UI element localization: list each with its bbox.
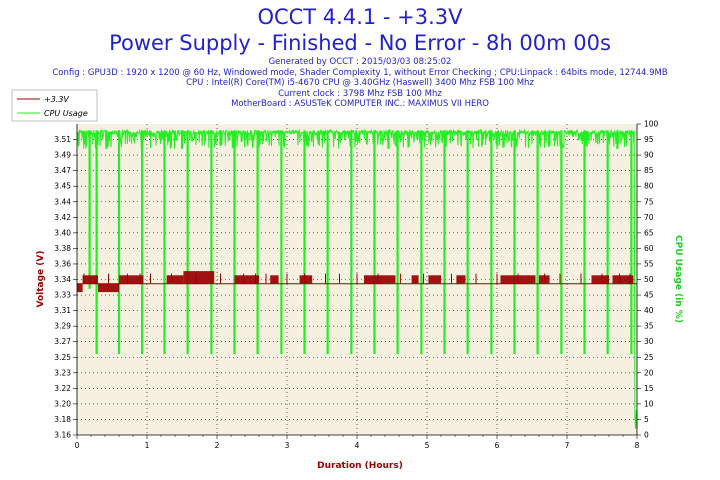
x-tick-label: 8 xyxy=(635,441,640,450)
y2-tick-label: 40 xyxy=(644,306,654,315)
y-tick-label: 3.38 xyxy=(54,244,71,253)
y-tick-label: 3.18 xyxy=(54,415,71,424)
y2-tick-label: 30 xyxy=(644,337,654,346)
chart-title: OCCT 4.4.1 - +3.3V xyxy=(257,5,463,29)
y-tick-label: 3.31 xyxy=(54,306,71,315)
voltage-block xyxy=(411,275,419,284)
generated-line: Generated by OCCT : 2015/03/03 08:25:02 xyxy=(268,57,452,67)
config-line: Config : GPU3D : 1920 x 1200 @ 60 Hz, Wi… xyxy=(52,67,668,78)
y2-tick-label: 85 xyxy=(644,166,654,175)
voltage-block xyxy=(234,275,259,284)
y-tick-label: 3.47 xyxy=(54,166,71,175)
y-tick-label: 3.51 xyxy=(54,135,71,144)
y-tick-label: 3.34 xyxy=(54,275,71,284)
y2-tick-label: 75 xyxy=(644,197,654,206)
y2-tick-label: 80 xyxy=(644,182,654,191)
x-tick-label: 2 xyxy=(215,441,220,450)
y2-tick-label: 95 xyxy=(644,135,654,144)
y2-tick-label: 20 xyxy=(644,368,654,377)
y-tick-label: 3.27 xyxy=(54,337,71,346)
y-axis-label: Voltage (V) xyxy=(36,251,46,308)
y-tick-label: 3.22 xyxy=(54,384,71,393)
y2-tick-label: 90 xyxy=(644,151,654,160)
voltage-block xyxy=(299,275,313,284)
voltage-block xyxy=(77,283,83,293)
voltage-block xyxy=(119,275,144,284)
legend-box xyxy=(11,89,98,122)
y2-tick-label: 55 xyxy=(644,259,654,268)
y-tick-label: 3.45 xyxy=(54,182,71,191)
voltage-series xyxy=(77,271,637,293)
voltage-block xyxy=(428,275,441,284)
voltage-block xyxy=(270,275,279,284)
y-tick-label: 3.23 xyxy=(54,368,71,377)
y2-tick-label: 35 xyxy=(644,322,654,331)
y2-tick-label: 45 xyxy=(644,291,654,300)
voltage-block xyxy=(612,275,634,284)
voltage-block xyxy=(166,275,184,284)
y2-tick-label: 100 xyxy=(644,120,659,129)
x-axis-label: Duration (Hours) xyxy=(317,461,403,471)
chart-subtitle: Power Supply - Finished - No Error - 8h … xyxy=(109,31,611,55)
y2-tick-label: 25 xyxy=(644,353,654,362)
cpu-usage-line xyxy=(76,128,638,429)
voltage-block xyxy=(591,275,609,284)
y2-tick-label: 0 xyxy=(644,431,649,440)
y-tick-label: 3.25 xyxy=(54,353,71,362)
y-tick-label: 3.29 xyxy=(54,322,71,331)
x-tick-label: 7 xyxy=(565,441,570,450)
voltage-block xyxy=(183,271,215,284)
y2-tick-label: 5 xyxy=(644,415,649,424)
x-tick-label: 4 xyxy=(355,441,360,450)
y-tick-label: 3.36 xyxy=(54,259,71,268)
y2-tick-label: 60 xyxy=(644,244,654,253)
motherboard-line: MotherBoard : ASUSTeK COMPUTER INC.: MAX… xyxy=(231,99,489,109)
x-tick-label: 6 xyxy=(495,441,500,450)
y-tick-label: 3.44 xyxy=(54,197,71,206)
legend-label-voltage: +3.3V xyxy=(44,95,69,104)
x-tick-label: 0 xyxy=(75,441,80,450)
legend: +3.3V CPU Usage xyxy=(11,89,98,122)
right-axis-ticks: 0 5 10 15 20 25 30 35 40 45 50 55 60 65 70 75 80 85 90 95 10… xyxy=(637,120,659,440)
y-tick-label: 3.42 xyxy=(54,213,71,222)
voltage-block xyxy=(364,275,396,284)
y-tick-label: 3.33 xyxy=(54,291,71,300)
y2-axis-label: CPU Usage (in %) xyxy=(673,235,683,323)
y-tick-label: 3.20 xyxy=(54,399,71,408)
y-tick-label: 3.40 xyxy=(54,228,71,237)
voltage-block xyxy=(98,283,119,293)
voltage-block xyxy=(456,275,466,284)
y2-tick-label: 10 xyxy=(644,399,654,408)
y2-tick-label: 50 xyxy=(644,275,654,284)
y2-tick-label: 65 xyxy=(644,228,654,237)
voltage-block xyxy=(82,275,98,284)
x-tick-label: 5 xyxy=(425,441,430,450)
y-tick-label: 3.49 xyxy=(54,151,71,160)
bottom-axis-ticks: 0 1 2 3 4 5 6 7 8 xyxy=(75,435,640,450)
legend-label-cpu: CPU Usage xyxy=(44,109,88,118)
y2-tick-label: 15 xyxy=(644,384,654,393)
x-tick-label: 3 xyxy=(285,441,290,450)
cpu-line: CPU : Intel(R) Core(TM) i5-4670 CPU @ 3.… xyxy=(186,78,534,88)
y-tick-label: 3.16 xyxy=(54,431,71,440)
clock-line: Current clock : 3798 Mhz FSB 100 Mhz xyxy=(278,88,442,99)
y2-tick-label: 70 xyxy=(644,213,654,222)
cpu-usage-series xyxy=(76,128,638,429)
left-axis-ticks: 3.16 3.18 3.20 3.22 3.23 3.25 3.27 3.29 3.31 3.33… xyxy=(54,135,77,440)
x-tick-label: 1 xyxy=(145,441,150,450)
